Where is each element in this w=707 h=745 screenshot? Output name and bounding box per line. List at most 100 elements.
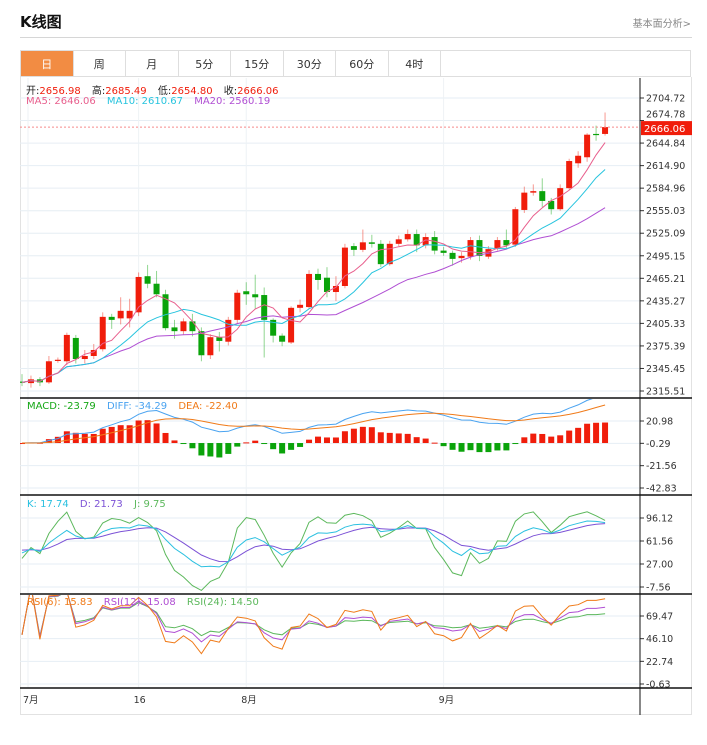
- macd-bar: [503, 443, 510, 451]
- macd-bar: [341, 431, 348, 444]
- kdj-tick-label: 61.56: [646, 537, 673, 548]
- candle-down: [413, 234, 420, 246]
- macd-bar: [315, 436, 322, 444]
- macd-bar: [270, 443, 277, 450]
- tab-week[interactable]: 周: [74, 51, 126, 76]
- tab-5min[interactable]: 5分: [179, 51, 231, 76]
- candle-up: [458, 255, 465, 259]
- price-tick-label: 2375.39: [646, 341, 685, 352]
- candle-up: [422, 237, 429, 246]
- candle-up: [63, 334, 70, 362]
- macd-bar: [530, 433, 537, 444]
- price-tick-label: 2525.09: [646, 229, 685, 240]
- d-line: [21, 523, 606, 563]
- macd-bar: [54, 436, 61, 444]
- open-label: 开:: [26, 86, 40, 97]
- macd-bar: [449, 443, 456, 450]
- macd-bar: [404, 433, 411, 444]
- close-value: 2666.06: [237, 86, 279, 97]
- tab-15min[interactable]: 15分: [231, 51, 284, 76]
- macd-bar: [90, 433, 97, 444]
- macd-bar: [377, 432, 384, 444]
- macd-bar: [359, 426, 366, 444]
- macd-bar: [458, 443, 465, 452]
- macd-bar: [557, 435, 564, 444]
- rsi-tick-label: 69.47: [646, 612, 673, 623]
- macd-bar: [512, 443, 519, 445]
- ma5-line: [21, 142, 606, 383]
- diff-line: [21, 399, 593, 444]
- candle-up: [225, 319, 232, 342]
- tab-day[interactable]: 日: [21, 51, 74, 76]
- candle-up: [386, 243, 393, 265]
- tab-month[interactable]: 月: [126, 51, 179, 76]
- page-title: K线图: [20, 13, 62, 31]
- macd-bar: [494, 443, 501, 451]
- candle-up: [395, 239, 402, 244]
- price-tick-label: 2674.78: [646, 110, 685, 121]
- candle-up: [557, 188, 564, 210]
- ma5-value: MA5: 2646.06: [26, 96, 96, 107]
- x-tick-label: 9月: [439, 695, 455, 706]
- candle-up: [126, 310, 133, 319]
- macd-tick-label: 20.98: [646, 417, 673, 428]
- candle-down: [108, 316, 115, 320]
- candle-up: [54, 359, 61, 361]
- macd-bar: [99, 428, 106, 444]
- rsi-tick-label: 46.10: [646, 634, 673, 645]
- macd-bar: [575, 427, 582, 444]
- rsi-legend: RSI(6): 15.83 RSI(12): 15.08 RSI(24): 14…: [27, 597, 267, 608]
- candle-up: [288, 307, 295, 343]
- ma20-value: MA20: 2560.19: [194, 96, 271, 107]
- chart-frame: [20, 77, 692, 715]
- kdj-legend: K: 17.74 D: 21.73 J: 9.75: [27, 499, 174, 510]
- close-label: 收:: [223, 86, 238, 97]
- macd-bar: [261, 443, 268, 445]
- macd-tick-label: -21.56: [646, 461, 677, 472]
- macd-bar: [584, 423, 591, 444]
- candle-down: [593, 133, 600, 136]
- candle-up: [81, 356, 88, 360]
- fundamental-analysis-link[interactable]: 基本面分析>: [632, 19, 691, 30]
- candle-down: [216, 337, 223, 341]
- candle-down: [252, 294, 259, 298]
- rsi24-value: RSI(24): 14.50: [186, 597, 259, 608]
- candle-down: [548, 200, 555, 210]
- macd-bar: [45, 439, 52, 444]
- macd-bar: [189, 443, 196, 449]
- macd-bar: [476, 443, 483, 453]
- period-tabs: 日 周 月 5分 15分 30分 60分 4时: [20, 50, 691, 77]
- macd-bar: [288, 443, 295, 450]
- candle-down: [144, 276, 151, 284]
- macd-bar: [153, 423, 160, 444]
- candle-up: [341, 247, 348, 286]
- macd-bar: [234, 443, 241, 447]
- price-tick-label: 2345.45: [646, 364, 685, 375]
- macd-bar: [440, 443, 447, 447]
- candle-down: [189, 321, 196, 332]
- candle-up: [467, 240, 474, 257]
- candle-down: [162, 294, 169, 329]
- high-label: 高:: [91, 86, 106, 97]
- candle-up: [306, 273, 313, 308]
- candle-down: [279, 335, 286, 342]
- macd-bar: [162, 432, 169, 444]
- open-value: 2656.98: [39, 86, 81, 97]
- candle-down: [449, 252, 456, 259]
- candle-down: [440, 250, 447, 253]
- macd-bar: [539, 433, 546, 444]
- candle-down: [539, 191, 546, 201]
- tab-60min[interactable]: 60分: [336, 51, 389, 76]
- low-label: 低:: [157, 86, 172, 97]
- x-tick-label: 7月: [23, 695, 39, 706]
- tab-4hour[interactable]: 4时: [389, 51, 441, 76]
- macd-bar: [171, 440, 178, 444]
- low-value: 2654.80: [171, 86, 213, 97]
- tab-30min[interactable]: 30分: [284, 51, 336, 76]
- macd-bar: [431, 442, 438, 444]
- candle-down: [431, 237, 438, 251]
- candle-up: [575, 155, 582, 164]
- candle-up: [234, 292, 241, 320]
- rsi6-line: [21, 595, 606, 655]
